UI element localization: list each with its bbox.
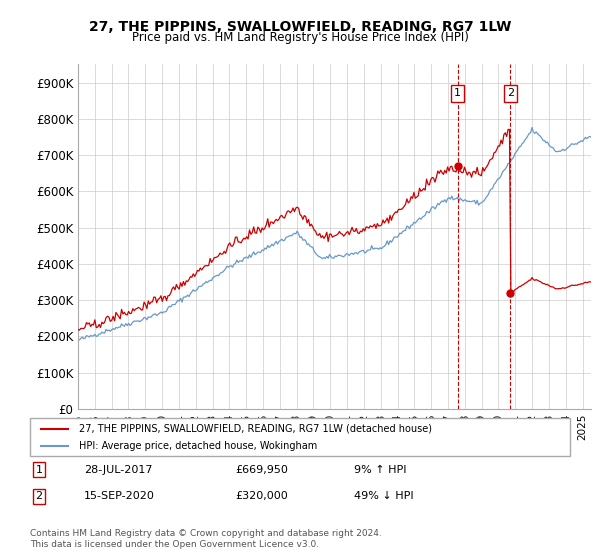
Text: 1: 1 <box>454 88 461 99</box>
Text: 1: 1 <box>35 465 43 475</box>
Text: Contains HM Land Registry data © Crown copyright and database right 2024.
This d: Contains HM Land Registry data © Crown c… <box>30 529 382 549</box>
FancyBboxPatch shape <box>30 418 570 456</box>
Text: HPI: Average price, detached house, Wokingham: HPI: Average price, detached house, Woki… <box>79 441 317 451</box>
Text: 49% ↓ HPI: 49% ↓ HPI <box>354 491 413 501</box>
Text: 27, THE PIPPINS, SWALLOWFIELD, READING, RG7 1LW (detached house): 27, THE PIPPINS, SWALLOWFIELD, READING, … <box>79 424 431 434</box>
Text: 15-SEP-2020: 15-SEP-2020 <box>84 491 155 501</box>
Text: 9% ↑ HPI: 9% ↑ HPI <box>354 465 407 475</box>
Text: £669,950: £669,950 <box>235 465 288 475</box>
Text: Price paid vs. HM Land Registry's House Price Index (HPI): Price paid vs. HM Land Registry's House … <box>131 31 469 44</box>
Text: £320,000: £320,000 <box>235 491 288 501</box>
Text: 2: 2 <box>35 491 43 501</box>
Text: 28-JUL-2017: 28-JUL-2017 <box>84 465 152 475</box>
Text: 27, THE PIPPINS, SWALLOWFIELD, READING, RG7 1LW: 27, THE PIPPINS, SWALLOWFIELD, READING, … <box>89 20 511 34</box>
Text: 2: 2 <box>507 88 514 99</box>
